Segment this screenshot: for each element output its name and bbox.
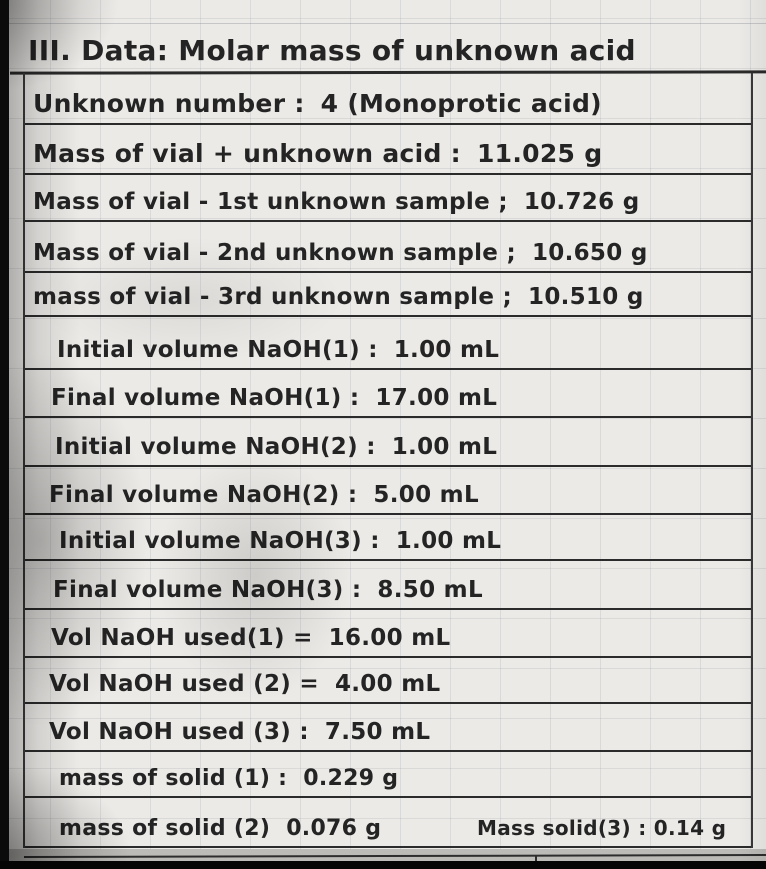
row-value: 1.00 mL — [391, 434, 498, 460]
row-label: Unknown number : — [33, 89, 305, 118]
row-label: Mass of vial - 2nd unknown sample ; — [33, 240, 516, 266]
row-label: Initial volume NaOH(2) : — [55, 434, 376, 460]
row-value: 10.650 g — [531, 240, 648, 266]
row-value: 11.025 g — [476, 139, 603, 168]
row-value: 1.00 mL — [395, 528, 502, 554]
table-row: Initial volume NaOH(2) : 1.00 mL — [25, 418, 751, 467]
row-label: Initial volume NaOH(3) : — [59, 528, 380, 554]
row-label: Final volume NaOH(1) : — [51, 385, 360, 411]
row-label: mass of vial - 3rd unknown sample ; — [33, 284, 513, 310]
row-value: 0.076 g — [286, 816, 382, 841]
photo-left-edge — [0, 0, 9, 869]
data-table: Unknown number : 4 (Monoprotic acid) Mas… — [23, 73, 753, 848]
table-row: Vol NaOH used (2) = 4.00 mL — [25, 658, 751, 704]
row-value: 8.50 mL — [377, 577, 483, 603]
row-label: Mass of vial - 1st unknown sample ; — [33, 189, 508, 215]
table-row: Unknown number : 4 (Monoprotic acid) — [25, 73, 751, 125]
row-label: Initial volume NaOH(1) : — [57, 337, 378, 363]
table-row: mass of solid (1) : 0.229 g — [25, 752, 751, 798]
row-label: mass of solid (2) — [59, 816, 271, 841]
table-row: Initial volume NaOH(1) : 1.00 mL — [25, 317, 751, 370]
row-label: Vol NaOH used (2) = — [49, 671, 319, 697]
row-label: mass of solid (1) : — [59, 766, 288, 791]
table-row: Final volume NaOH(1) : 17.00 mL — [25, 370, 751, 418]
row-value: 16.00 mL — [328, 625, 451, 651]
table-row: Mass of vial - 2nd unknown sample ; 10.6… — [25, 222, 751, 273]
row-value: 4.00 mL — [334, 671, 441, 697]
row-value: 7.50 mL — [324, 719, 431, 745]
next-row-divider — [535, 856, 537, 864]
table-row: Final volume NaOH(3) : 8.50 mL — [25, 561, 751, 610]
table-row: mass of vial - 3rd unknown sample ; 10.5… — [25, 273, 751, 317]
photo-bottom-edge — [0, 861, 766, 869]
table-row: Mass of vial + unknown acid : 11.025 g — [25, 125, 751, 175]
row-value: 10.726 g — [523, 189, 640, 215]
row-value: 1.00 mL — [393, 337, 500, 363]
section-title: III. Data: Molar mass of unknown acid — [28, 34, 636, 67]
row-value: 10.510 g — [528, 284, 644, 310]
table-row: Vol NaOH used (3) : 7.50 mL — [25, 704, 751, 752]
row-label: Vol NaOH used (3) : — [49, 719, 309, 745]
row-value: 5.00 mL — [373, 482, 479, 508]
table-row: Mass of vial - 1st unknown sample ; 10.7… — [25, 175, 751, 222]
table-row: Vol NaOH used(1) = 16.00 mL — [25, 610, 751, 658]
paper-margin-line — [0, 23, 766, 24]
row-label: Mass of vial + unknown acid : — [33, 139, 461, 168]
row-label: Vol NaOH used(1) = — [51, 625, 313, 651]
row-value: 4 (Monoprotic acid) — [320, 89, 602, 118]
row-value: 17.00 mL — [375, 385, 498, 411]
row-extra-note: Mass solid(3) : 0.14 g — [477, 816, 727, 840]
table-row: mass of solid (2) 0.076 g Mass solid(3) … — [25, 798, 751, 848]
row-label: Final volume NaOH(3) : — [53, 577, 362, 603]
table-row: Initial volume NaOH(3) : 1.00 mL — [25, 515, 751, 561]
table-row: Final volume NaOH(2) : 5.00 mL — [25, 467, 751, 515]
row-label: Final volume NaOH(2) : — [49, 482, 358, 508]
row-value: 0.229 g — [303, 766, 399, 791]
